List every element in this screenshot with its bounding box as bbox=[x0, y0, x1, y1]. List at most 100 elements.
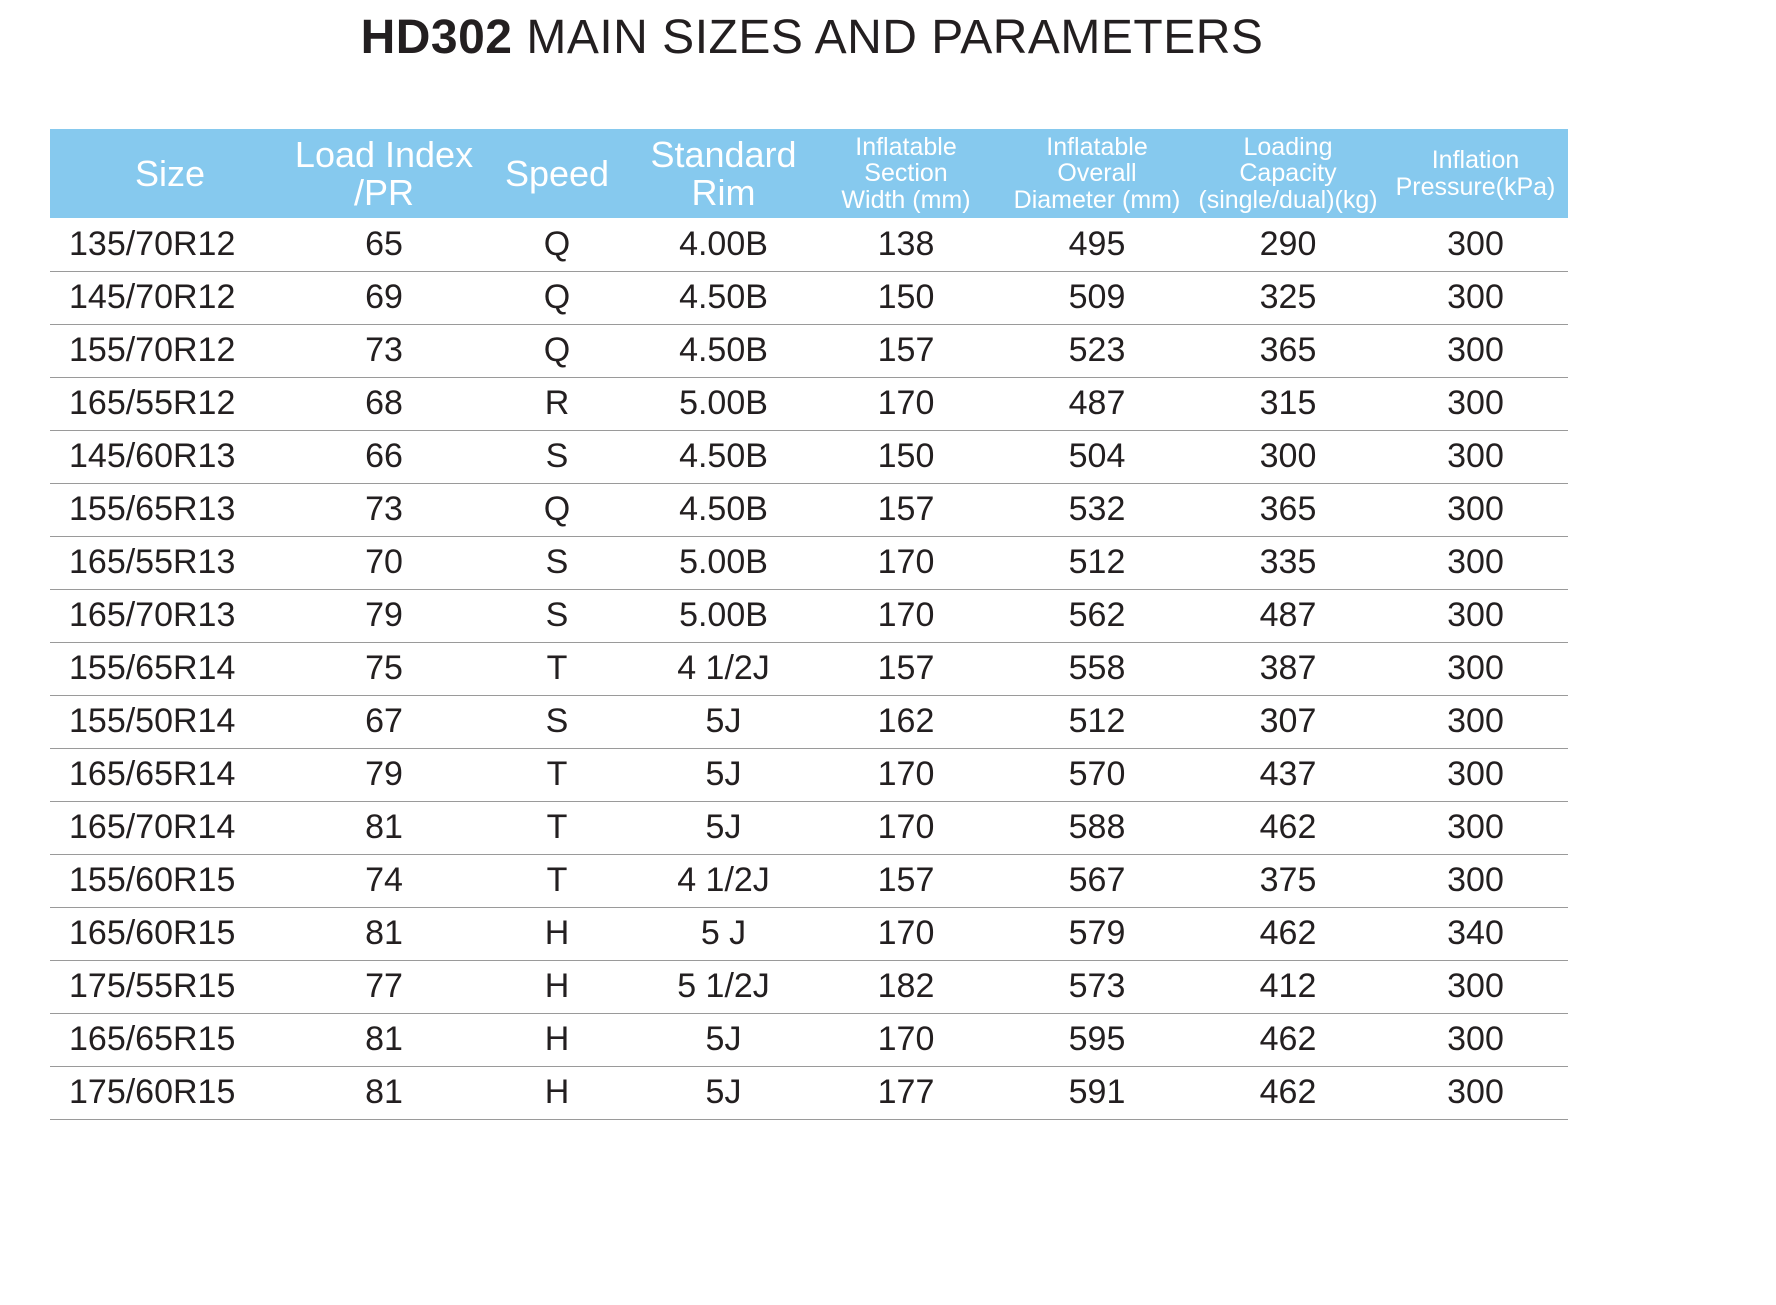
table-row: 135/70R12 65 Q 4.00B 138 495 290 300 bbox=[50, 218, 1568, 271]
page-title: HD302 MAIN SIZES AND PARAMETERS bbox=[0, 10, 1624, 66]
cell-loading-capacity: 335 bbox=[1259, 543, 1317, 581]
cell-standard-rim: 5J bbox=[705, 1020, 742, 1058]
cell-overall-diameter: 588 bbox=[1068, 808, 1126, 846]
cell-section-width: 162 bbox=[877, 702, 935, 740]
cell-standard-rim: 4.50B bbox=[679, 490, 768, 528]
cell-overall-diameter: 512 bbox=[1068, 543, 1126, 581]
cell-size: 165/70R14 bbox=[69, 808, 236, 846]
cell-standard-rim: 4 1/2J bbox=[677, 861, 770, 899]
table-body: 135/70R12 65 Q 4.00B 138 495 290 300 145/70R12 69… bbox=[50, 218, 1568, 1119]
cell-overall-diameter: 509 bbox=[1068, 278, 1126, 316]
cell-size: 175/60R15 bbox=[69, 1073, 236, 1111]
cell-loading-capacity: 300 bbox=[1259, 437, 1317, 475]
table-row: 165/65R14 79 T 5J 170 570 437 300 bbox=[50, 748, 1568, 801]
cell-section-width: 170 bbox=[877, 755, 935, 793]
cell-section-width: 177 bbox=[877, 1073, 935, 1111]
sizes-table: Size Load Index /PR Speed Standard Rim I… bbox=[50, 129, 1568, 1120]
cell-loading-capacity: 462 bbox=[1259, 914, 1317, 952]
cell-size: 165/55R12 bbox=[69, 384, 236, 422]
header-size: Size bbox=[134, 152, 206, 194]
cell-load-index: 66 bbox=[365, 437, 403, 475]
title-rest: MAIN SIZES AND PARAMETERS bbox=[512, 11, 1264, 64]
header-speed: Speed bbox=[504, 152, 610, 194]
cell-standard-rim: 5 1/2J bbox=[677, 967, 770, 1005]
cell-standard-rim: 5J bbox=[705, 755, 742, 793]
cell-inflation-pressure: 300 bbox=[1447, 490, 1504, 528]
cell-speed: H bbox=[544, 967, 570, 1005]
cell-overall-diameter: 512 bbox=[1068, 702, 1126, 740]
cell-speed: Q bbox=[543, 224, 571, 263]
cell-overall-diameter: 558 bbox=[1068, 649, 1126, 687]
cell-overall-diameter: 504 bbox=[1068, 437, 1126, 475]
header-loading-capacity: Loading Capacity (single/dual)(kg) bbox=[1198, 133, 1378, 214]
cell-speed: T bbox=[546, 755, 568, 793]
cell-loading-capacity: 437 bbox=[1259, 755, 1317, 793]
cell-size: 165/65R15 bbox=[69, 1020, 236, 1058]
cell-speed: H bbox=[544, 1020, 570, 1058]
header-load-index: Load Index /PR bbox=[294, 133, 474, 213]
cell-loading-capacity: 462 bbox=[1259, 1073, 1317, 1111]
cell-size: 155/50R14 bbox=[69, 702, 236, 740]
table-row: 175/60R15 81 H 5J 177 591 462 300 bbox=[50, 1066, 1568, 1119]
cell-section-width: 170 bbox=[877, 914, 935, 952]
cell-size: 155/65R13 bbox=[69, 490, 236, 528]
cell-size: 155/60R15 bbox=[69, 861, 236, 899]
cell-size: 145/60R13 bbox=[69, 437, 236, 475]
cell-loading-capacity: 307 bbox=[1259, 702, 1317, 740]
cell-inflation-pressure: 300 bbox=[1447, 437, 1504, 475]
table-row: 155/60R15 74 T 4 1/2J 157 567 375 300 bbox=[50, 854, 1568, 907]
cell-standard-rim: 5.00B bbox=[679, 543, 768, 581]
cell-speed: Q bbox=[543, 331, 571, 369]
cell-load-index: 81 bbox=[365, 1073, 403, 1111]
cell-size: 155/65R14 bbox=[69, 649, 236, 687]
cell-load-index: 65 bbox=[365, 224, 403, 263]
cell-inflation-pressure: 300 bbox=[1447, 543, 1504, 581]
table-row: 165/65R15 81 H 5J 170 595 462 300 bbox=[50, 1013, 1568, 1066]
table-row: 165/55R12 68 R 5.00B 170 487 315 300 bbox=[50, 377, 1568, 430]
cell-speed: Q bbox=[543, 278, 571, 316]
cell-section-width: 150 bbox=[877, 278, 935, 316]
cell-overall-diameter: 595 bbox=[1068, 1020, 1126, 1058]
cell-standard-rim: 5.00B bbox=[679, 596, 768, 634]
cell-size: 165/55R13 bbox=[69, 543, 236, 581]
cell-standard-rim: 5.00B bbox=[679, 384, 768, 422]
cell-section-width: 170 bbox=[877, 808, 935, 846]
cell-speed: S bbox=[545, 596, 569, 634]
cell-standard-rim: 4.00B bbox=[679, 224, 768, 263]
table-row: 155/50R14 67 S 5J 162 512 307 300 bbox=[50, 695, 1568, 748]
cell-load-index: 68 bbox=[365, 384, 403, 422]
cell-inflation-pressure: 300 bbox=[1447, 331, 1504, 369]
cell-load-index: 73 bbox=[365, 490, 403, 528]
cell-size: 165/65R14 bbox=[69, 755, 236, 793]
cell-standard-rim: 4 1/2J bbox=[677, 649, 770, 687]
cell-standard-rim: 5J bbox=[705, 702, 742, 740]
cell-section-width: 150 bbox=[877, 437, 935, 475]
cell-standard-rim: 5J bbox=[705, 808, 742, 846]
header-standard-rim: Standard Rim bbox=[650, 133, 797, 213]
cell-overall-diameter: 562 bbox=[1068, 596, 1126, 634]
table-row: 165/70R14 81 T 5J 170 588 462 300 bbox=[50, 801, 1568, 854]
cell-standard-rim: 5 J bbox=[700, 914, 747, 952]
cell-size: 175/55R15 bbox=[69, 967, 236, 1005]
table-row: 165/70R13 79 S 5.00B 170 562 487 300 bbox=[50, 589, 1568, 642]
cell-loading-capacity: 412 bbox=[1259, 967, 1317, 1005]
table-row: 155/65R13 73 Q 4.50B 157 532 365 300 bbox=[50, 483, 1568, 536]
cell-section-width: 170 bbox=[877, 384, 935, 422]
cell-load-index: 77 bbox=[365, 967, 403, 1005]
cell-overall-diameter: 495 bbox=[1068, 224, 1126, 263]
cell-inflation-pressure: 300 bbox=[1447, 224, 1504, 263]
cell-speed: H bbox=[544, 1073, 570, 1111]
cell-section-width: 170 bbox=[877, 596, 935, 634]
cell-speed: T bbox=[546, 808, 568, 846]
cell-loading-capacity: 315 bbox=[1259, 384, 1317, 422]
cell-inflation-pressure: 300 bbox=[1447, 649, 1504, 687]
cell-loading-capacity: 365 bbox=[1259, 490, 1317, 528]
cell-overall-diameter: 567 bbox=[1068, 861, 1126, 899]
cell-inflation-pressure: 300 bbox=[1447, 1073, 1504, 1111]
cell-overall-diameter: 487 bbox=[1068, 384, 1126, 422]
cell-overall-diameter: 570 bbox=[1068, 755, 1126, 793]
table-row: 165/60R15 81 H 5 J 170 579 462 340 bbox=[50, 907, 1568, 960]
cell-load-index: 81 bbox=[365, 914, 403, 952]
cell-section-width: 157 bbox=[877, 490, 935, 528]
table-row: 165/55R13 70 S 5.00B 170 512 335 300 bbox=[50, 536, 1568, 589]
